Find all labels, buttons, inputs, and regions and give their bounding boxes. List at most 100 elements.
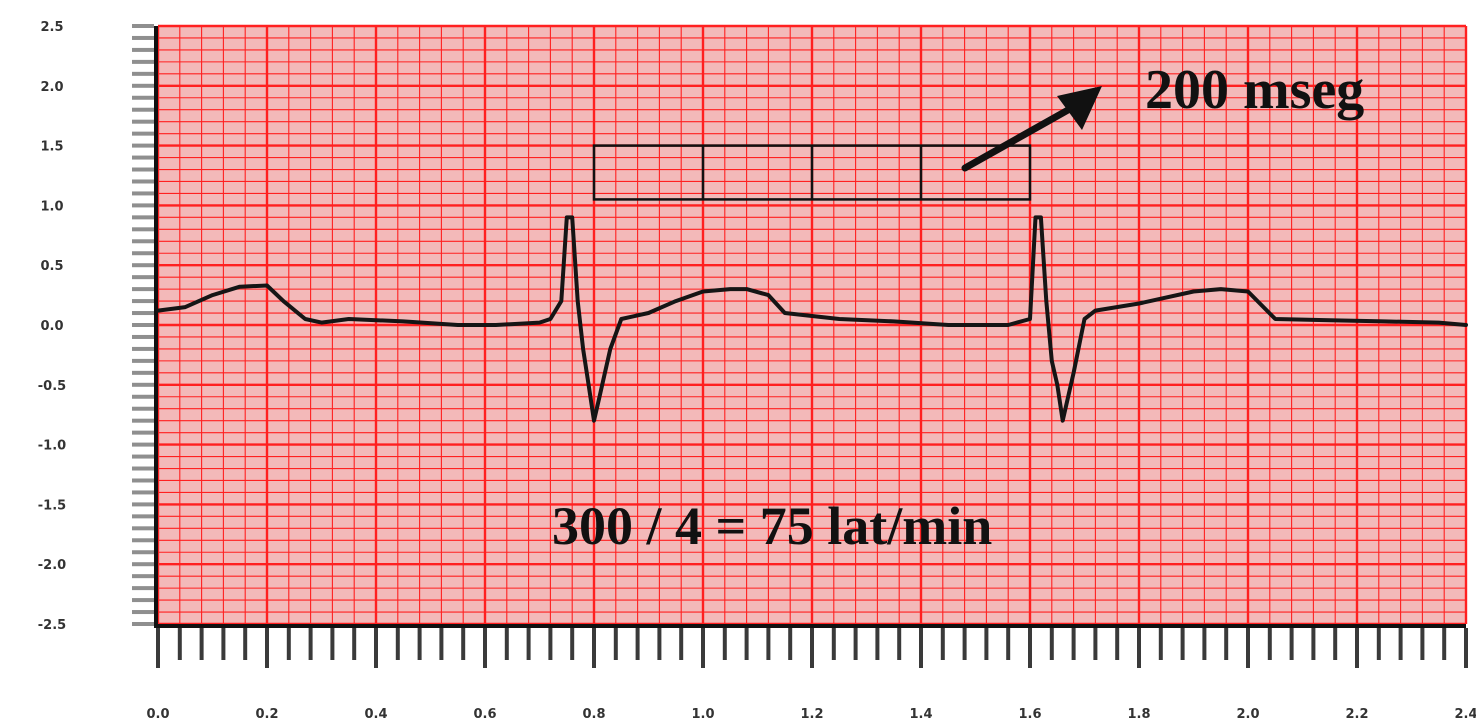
x-ruler-tick [505, 628, 509, 660]
x-ruler-tick [330, 628, 334, 660]
y-ruler-tick [132, 359, 154, 363]
x-ruler-tick [156, 628, 160, 668]
x-ruler-tick [854, 628, 858, 660]
x-ruler-tick [701, 628, 705, 668]
x-ruler-tick [614, 628, 618, 660]
y-ruler-tick [132, 502, 154, 506]
y-ruler-tick [132, 287, 154, 291]
x-ruler-tick [941, 628, 945, 660]
x-ruler-tick [200, 628, 204, 660]
y-ruler-tick [132, 407, 154, 411]
x-ruler-tick [832, 628, 836, 660]
x-ruler-tick [963, 628, 967, 660]
x-ruler-tick [1246, 628, 1250, 668]
x-tick-labels: 0.0 0.2 0.4 0.6 0.8 1.0 1.2 1.4 1.6 1.8 2.0 2.2 2.4 [146, 707, 1476, 722]
y-ruler-tick [132, 586, 154, 590]
y-ruler-tick [132, 239, 154, 243]
y-ruler-tick [132, 275, 154, 279]
x-ruler-tick [1072, 628, 1076, 660]
y-ruler-tick [132, 419, 154, 423]
x-ruler-tick [745, 628, 749, 660]
x-tick-label: 2.0 [1236, 707, 1259, 722]
y-ruler-tick [132, 443, 154, 447]
x-ruler-tick [1202, 628, 1206, 660]
y-ruler-tick [132, 550, 154, 554]
x-ruler-tick [1355, 628, 1359, 668]
x-ruler-tick [1333, 628, 1337, 660]
x-ruler-tick [1115, 628, 1119, 660]
y-tick-label: 1.5 [40, 140, 63, 155]
y-ruler-tick [132, 478, 154, 482]
y-ruler-tick [132, 144, 154, 148]
x-tick-label: 1.6 [1018, 707, 1041, 722]
y-ruler-tick [132, 72, 154, 76]
y-tick-label: -2.0 [38, 558, 66, 573]
y-ruler-tick [132, 467, 154, 471]
x-ruler-tick [636, 628, 640, 660]
x-ruler-tick [418, 628, 422, 660]
x-tick-label: 0.0 [146, 707, 169, 722]
x-ruler-tick [527, 628, 531, 660]
y-tick-label: 2.0 [40, 80, 63, 95]
y-tick-label: 0.5 [40, 259, 63, 274]
y-ruler-tick [132, 132, 154, 136]
y-ruler-tick [132, 191, 154, 195]
y-ruler-tick [132, 371, 154, 375]
x-ruler-tick [897, 628, 901, 660]
y-tick-label: 2.5 [40, 20, 63, 35]
y-ruler-tick [132, 84, 154, 88]
y-ruler-tick [132, 514, 154, 518]
y-ruler-tick [132, 203, 154, 207]
x-ruler-tick [1420, 628, 1424, 660]
x-tick-label: 0.8 [582, 707, 605, 722]
y-ruler-tick [132, 251, 154, 255]
y-ruler-tick [132, 227, 154, 231]
y-ruler-tick [132, 24, 154, 28]
x-ruler-tick [461, 628, 465, 660]
y-tick-label: -1.5 [38, 498, 66, 513]
x-ruler-tick [810, 628, 814, 668]
y-tick-label: 1.0 [40, 199, 63, 214]
x-tick-label: 0.6 [473, 707, 496, 722]
x-ruler-tick [766, 628, 770, 660]
x-tick-label: 1.0 [691, 707, 714, 722]
x-ruler-tick [1137, 628, 1141, 668]
x-ruler-tick [352, 628, 356, 660]
x-ruler-tick [265, 628, 269, 668]
x-ruler-tick [657, 628, 661, 660]
y-ruler-tick [132, 598, 154, 602]
y-ruler-tick [132, 120, 154, 124]
y-ruler-tick [132, 622, 154, 626]
x-ruler-tick [1399, 628, 1403, 660]
x-ruler-tick [483, 628, 487, 668]
annotation-rate: 300 / 4 = 75 lat/min [552, 496, 992, 556]
y-ruler-tick [132, 179, 154, 183]
x-tick-label: 2.2 [1345, 707, 1368, 722]
x-ruler-tick [1268, 628, 1272, 660]
y-ruler-tick [132, 538, 154, 542]
x-ruler-tick [1311, 628, 1315, 660]
y-ruler-tick [132, 335, 154, 339]
y-tick-label: -2.5 [38, 618, 66, 633]
x-tick-label: 1.8 [1127, 707, 1150, 722]
x-axis-line [154, 624, 1466, 628]
x-ruler-tick [1050, 628, 1054, 660]
y-ruler-tick [132, 96, 154, 100]
x-ruler-tick [919, 628, 923, 668]
y-ruler-tick [132, 156, 154, 160]
x-ruler-tick [396, 628, 400, 660]
y-axis-line [154, 26, 158, 628]
annotation-interval: 200 mseg [1145, 59, 1364, 121]
x-ruler-tick [723, 628, 727, 660]
y-ruler-tick [132, 574, 154, 578]
y-ruler-tick [132, 263, 154, 267]
y-tick-label: -0.5 [38, 379, 66, 394]
x-ruler-tick [1028, 628, 1032, 668]
y-ruler-tick [132, 431, 154, 435]
y-tick-label: -1.0 [38, 439, 66, 454]
x-tick-label: 0.2 [255, 707, 278, 722]
x-ruler-tick [570, 628, 574, 660]
y-ruler-tick [132, 526, 154, 530]
y-tick-label: 0.0 [40, 319, 63, 334]
